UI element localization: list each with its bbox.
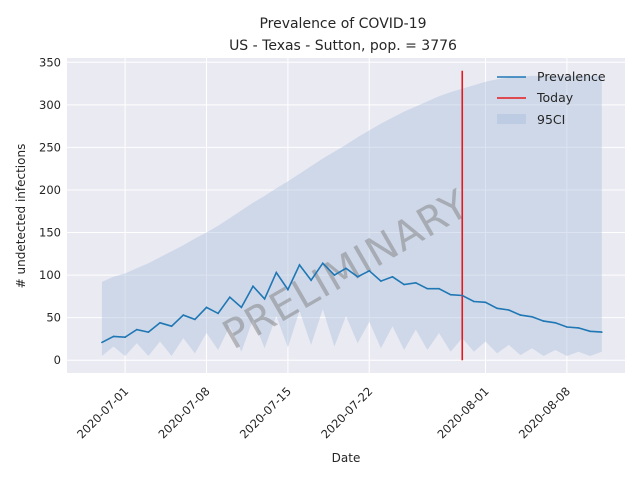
x-tick-label: 2020-08-08 — [516, 384, 573, 441]
y-tick-labels: 0 50 100 150 200 250 300 350 — [39, 55, 61, 367]
prevalence-point — [298, 264, 301, 266]
prevalence-points — [101, 262, 603, 344]
prevalence-point — [322, 262, 324, 265]
prevalence-point — [240, 306, 243, 309]
prevalence-point — [333, 274, 336, 276]
y-tick-label: 50 — [46, 311, 61, 325]
y-tick-label: 200 — [39, 183, 61, 197]
prevalence-point — [380, 280, 382, 282]
prevalence-point — [391, 276, 394, 278]
prevalence-point — [147, 331, 150, 333]
legend-label-ci: 95CI — [537, 112, 565, 127]
prevalence-point — [287, 288, 289, 291]
prevalence-point — [182, 314, 185, 316]
prevalence-point — [345, 267, 347, 270]
prevalence-point — [508, 309, 510, 311]
prevalence-point — [194, 318, 196, 321]
prevalence-point — [112, 335, 115, 338]
prevalence-point — [124, 336, 126, 339]
prevalence-point — [310, 279, 312, 282]
chart-title: Prevalence of COVID-19 — [259, 16, 426, 32]
y-tick-label: 0 — [54, 353, 61, 367]
prevalence-point — [484, 301, 487, 304]
prevalence-point — [554, 322, 557, 324]
prevalence-point — [426, 287, 429, 290]
prevalence-point — [473, 300, 475, 303]
y-tick-label: 100 — [39, 268, 61, 282]
prevalence-point — [496, 307, 498, 310]
prevalence-point — [217, 312, 219, 315]
chart-subtitle: US - Texas - Sutton, pop. = 3776 — [229, 38, 457, 54]
prevalence-point — [449, 293, 452, 296]
prevalence-point — [263, 298, 266, 300]
prevalence-point — [101, 341, 103, 344]
y-tick-label: 350 — [39, 55, 61, 69]
x-tick-labels: 2020-07-01 2020-07-08 2020-07-15 2020-07-22… — [74, 384, 573, 441]
x-tick-label: 2020-08-01 — [434, 384, 491, 441]
y-tick-label: 150 — [39, 226, 61, 240]
x-tick-label: 2020-07-22 — [318, 384, 375, 441]
prevalence-point — [566, 326, 568, 328]
x-axis-label: Date — [332, 451, 361, 465]
y-axis-label: # undetected infections — [14, 144, 28, 289]
prevalence-point — [415, 282, 417, 284]
prevalence-point — [170, 325, 173, 328]
y-tick-label: 250 — [39, 140, 61, 154]
legend: Prevalence Today 95CI — [497, 69, 606, 127]
x-tick-label: 2020-07-15 — [237, 384, 294, 441]
prevalence-point — [461, 294, 464, 297]
grid-lines — [67, 58, 625, 373]
prevalence-point — [438, 287, 440, 290]
y-tick-label: 300 — [39, 98, 61, 112]
plot-area — [67, 58, 625, 373]
prevalence-point — [275, 271, 278, 274]
legend-label-today: Today — [536, 90, 574, 105]
prevalence-point — [229, 296, 231, 299]
prevalence-point — [577, 327, 580, 329]
prevalence-point — [136, 328, 138, 331]
prevalence-point — [205, 306, 208, 309]
prevalence-point — [542, 320, 545, 322]
x-tick-label: 2020-07-08 — [155, 384, 212, 441]
prevalence-point — [368, 270, 371, 272]
prevalence-point — [159, 322, 161, 324]
prevalence-point — [519, 314, 522, 316]
legend-label-prevalence: Prevalence — [537, 69, 606, 84]
prevalence-point — [252, 285, 254, 288]
x-tick-label: 2020-07-01 — [74, 384, 131, 441]
prevalence-line — [101, 261, 602, 344]
prevalence-point — [531, 316, 533, 318]
prevalence-point — [589, 330, 591, 333]
prevalence-point — [356, 276, 359, 278]
legend-swatch-ci — [497, 114, 526, 124]
prevalence-point — [601, 331, 603, 333]
prevalence-point — [403, 283, 405, 286]
ci-band — [101, 75, 602, 357]
